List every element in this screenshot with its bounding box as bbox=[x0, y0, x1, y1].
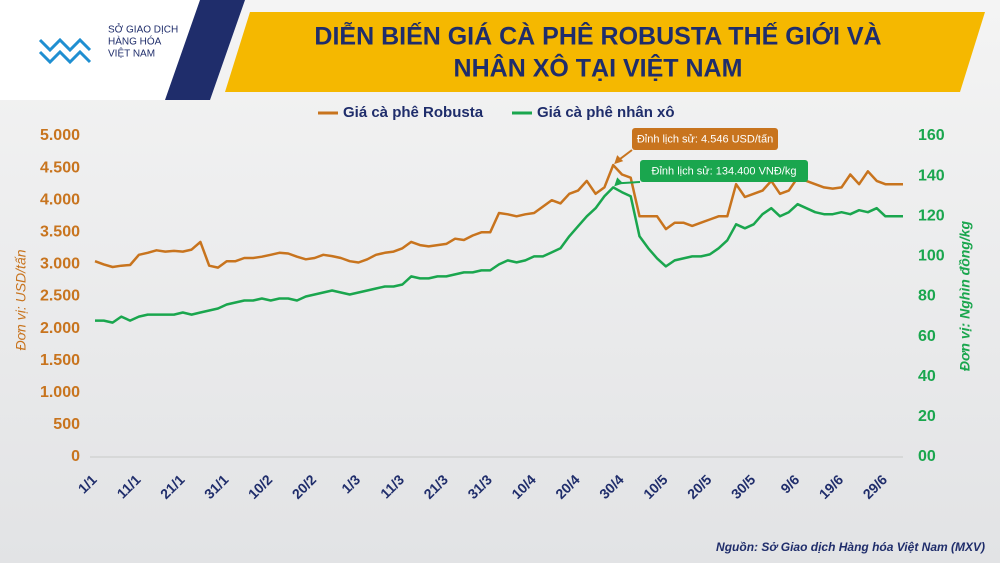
y-axis-label: Đơn vị: USD/tấn bbox=[13, 249, 29, 350]
banner-stripe bbox=[165, 0, 245, 100]
y-tick-label: 4.000 bbox=[40, 191, 80, 208]
y2-axis-label: Đơn vị: Nghìn đồng/kg bbox=[957, 220, 973, 371]
y2-tick-label: 60 bbox=[918, 328, 936, 345]
annotation-text: Đỉnh lịch sử: 134.400 VNĐ/kg bbox=[652, 165, 797, 177]
y-tick-label: 3.000 bbox=[40, 256, 80, 273]
annotation-arrowhead bbox=[614, 155, 624, 165]
chart-title: NHÂN XÔ TẠI VIỆT NAM bbox=[454, 53, 743, 83]
y2-tick-label: 80 bbox=[918, 288, 936, 305]
y-tick-label: 0 bbox=[71, 448, 80, 465]
annotation-box bbox=[632, 128, 778, 150]
y-tick-label: 4.500 bbox=[40, 159, 80, 176]
title-banner bbox=[225, 12, 985, 92]
y-tick-label: 1.500 bbox=[40, 352, 80, 369]
logo-text: SỞ GIAO DỊCH bbox=[108, 23, 178, 36]
y2-tick-label: 00 bbox=[918, 448, 936, 465]
series-line bbox=[94, 163, 903, 269]
series-line bbox=[95, 186, 903, 324]
y2-tick-label: 40 bbox=[918, 368, 936, 385]
y-tick-label: 5.000 bbox=[40, 127, 80, 144]
y-tick-label: 2.500 bbox=[40, 288, 80, 305]
chart-title: DIỄN BIẾN GIÁ CÀ PHÊ ROBUSTA THẾ GIỚI VÀ bbox=[314, 21, 881, 51]
logo-mark bbox=[38, 37, 92, 65]
y2-tick-label: 20 bbox=[918, 408, 936, 425]
y2-tick-label: 100 bbox=[918, 248, 945, 265]
source: Nguồn: Sở Giao dịch Hàng hóa Việt Nam (M… bbox=[716, 540, 985, 554]
logo-text: VIỆT NAM bbox=[108, 47, 155, 60]
y2-tick-label: 120 bbox=[918, 207, 945, 224]
logo-text: HÀNG HÓA bbox=[108, 35, 162, 48]
annotation-text: Đỉnh lịch sử: 4.546 USD/tấn bbox=[637, 133, 773, 145]
legend-label: Giá cà phê Robusta bbox=[343, 104, 484, 121]
y-tick-label: 500 bbox=[53, 416, 80, 433]
y2-tick-label: 160 bbox=[918, 127, 945, 144]
annotation-arrowhead bbox=[614, 177, 624, 187]
y-tick-label: 1.000 bbox=[40, 384, 80, 401]
y2-tick-label: 140 bbox=[918, 167, 945, 184]
legend-label: Giá cà phê nhân xô bbox=[537, 104, 675, 121]
annotation-box bbox=[640, 160, 808, 182]
y-tick-label: 2.000 bbox=[40, 320, 80, 337]
y-tick-label: 3.500 bbox=[40, 224, 80, 241]
